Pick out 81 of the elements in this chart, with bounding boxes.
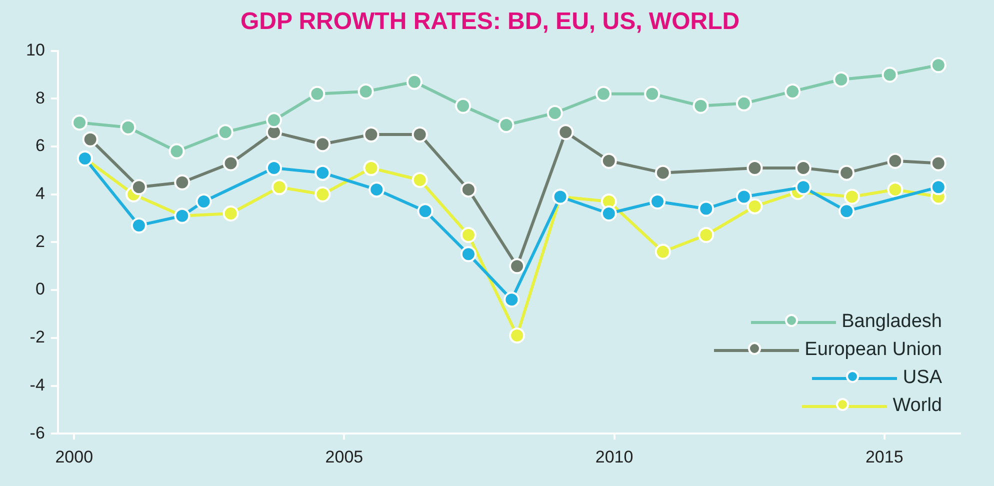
point xyxy=(698,227,714,244)
point xyxy=(736,188,752,205)
y-tick-label: -2 xyxy=(30,328,45,347)
point xyxy=(746,198,763,214)
point xyxy=(887,152,904,169)
point xyxy=(838,203,855,220)
point xyxy=(314,164,331,181)
point xyxy=(838,164,855,181)
point xyxy=(174,174,190,190)
point xyxy=(509,258,526,274)
point xyxy=(698,200,714,217)
point xyxy=(358,83,374,100)
x-tick-label: 2005 xyxy=(325,447,364,466)
point xyxy=(217,124,234,140)
point xyxy=(546,105,563,122)
point xyxy=(650,194,666,210)
point xyxy=(314,186,331,202)
point xyxy=(368,182,385,198)
legend-label: Bangladesh xyxy=(842,311,942,333)
point xyxy=(309,86,326,102)
point xyxy=(222,155,239,172)
point xyxy=(930,179,946,196)
point xyxy=(558,124,574,140)
y-tick-label: 6 xyxy=(35,136,45,156)
point xyxy=(120,119,136,136)
point xyxy=(130,217,147,234)
point xyxy=(82,131,98,148)
point xyxy=(844,188,860,205)
point xyxy=(412,172,428,188)
legend-label: World xyxy=(892,395,942,417)
point xyxy=(460,227,476,244)
point xyxy=(196,194,212,210)
point xyxy=(692,98,709,114)
chart-title: GDP RROWTH RATES: BD, EU, US, WORLD xyxy=(240,8,740,36)
y-tick-label: -6 xyxy=(30,423,45,442)
y-tick-label: -4 xyxy=(30,375,45,394)
point xyxy=(222,205,239,222)
point xyxy=(882,66,898,83)
point xyxy=(504,292,520,308)
point xyxy=(930,155,946,172)
legend-label: USA xyxy=(902,367,942,389)
point xyxy=(168,143,185,160)
point xyxy=(746,160,763,176)
point xyxy=(455,98,472,114)
y-tick-label: 8 xyxy=(35,88,45,108)
point xyxy=(406,74,422,90)
point xyxy=(266,160,282,176)
point xyxy=(498,116,514,133)
point xyxy=(417,203,434,220)
point xyxy=(795,179,812,196)
legend-label: European Union xyxy=(804,339,942,361)
y-tick-label: 10 xyxy=(26,40,45,60)
x-tick-label: 2015 xyxy=(865,447,904,466)
point xyxy=(600,152,617,169)
point xyxy=(460,246,476,262)
point xyxy=(595,86,612,102)
point xyxy=(644,86,660,102)
y-tick-label: 2 xyxy=(35,232,45,251)
point xyxy=(412,126,428,143)
point xyxy=(363,160,380,176)
point xyxy=(271,179,288,196)
point xyxy=(363,126,380,143)
y-tick-label: 4 xyxy=(35,184,45,204)
point xyxy=(784,83,801,100)
x-tick-label: 2000 xyxy=(55,447,94,466)
point xyxy=(600,205,617,222)
point xyxy=(930,57,946,74)
point xyxy=(887,182,904,198)
point xyxy=(314,136,331,152)
y-tick-label: 0 xyxy=(35,280,45,299)
point xyxy=(509,328,526,344)
point xyxy=(72,114,88,131)
point xyxy=(833,72,850,88)
point xyxy=(795,160,812,176)
x-tick-label: 2010 xyxy=(595,447,634,466)
point xyxy=(736,95,752,112)
point xyxy=(266,112,282,128)
point xyxy=(460,182,476,198)
point xyxy=(654,244,671,260)
point xyxy=(130,179,147,196)
point xyxy=(654,164,671,181)
